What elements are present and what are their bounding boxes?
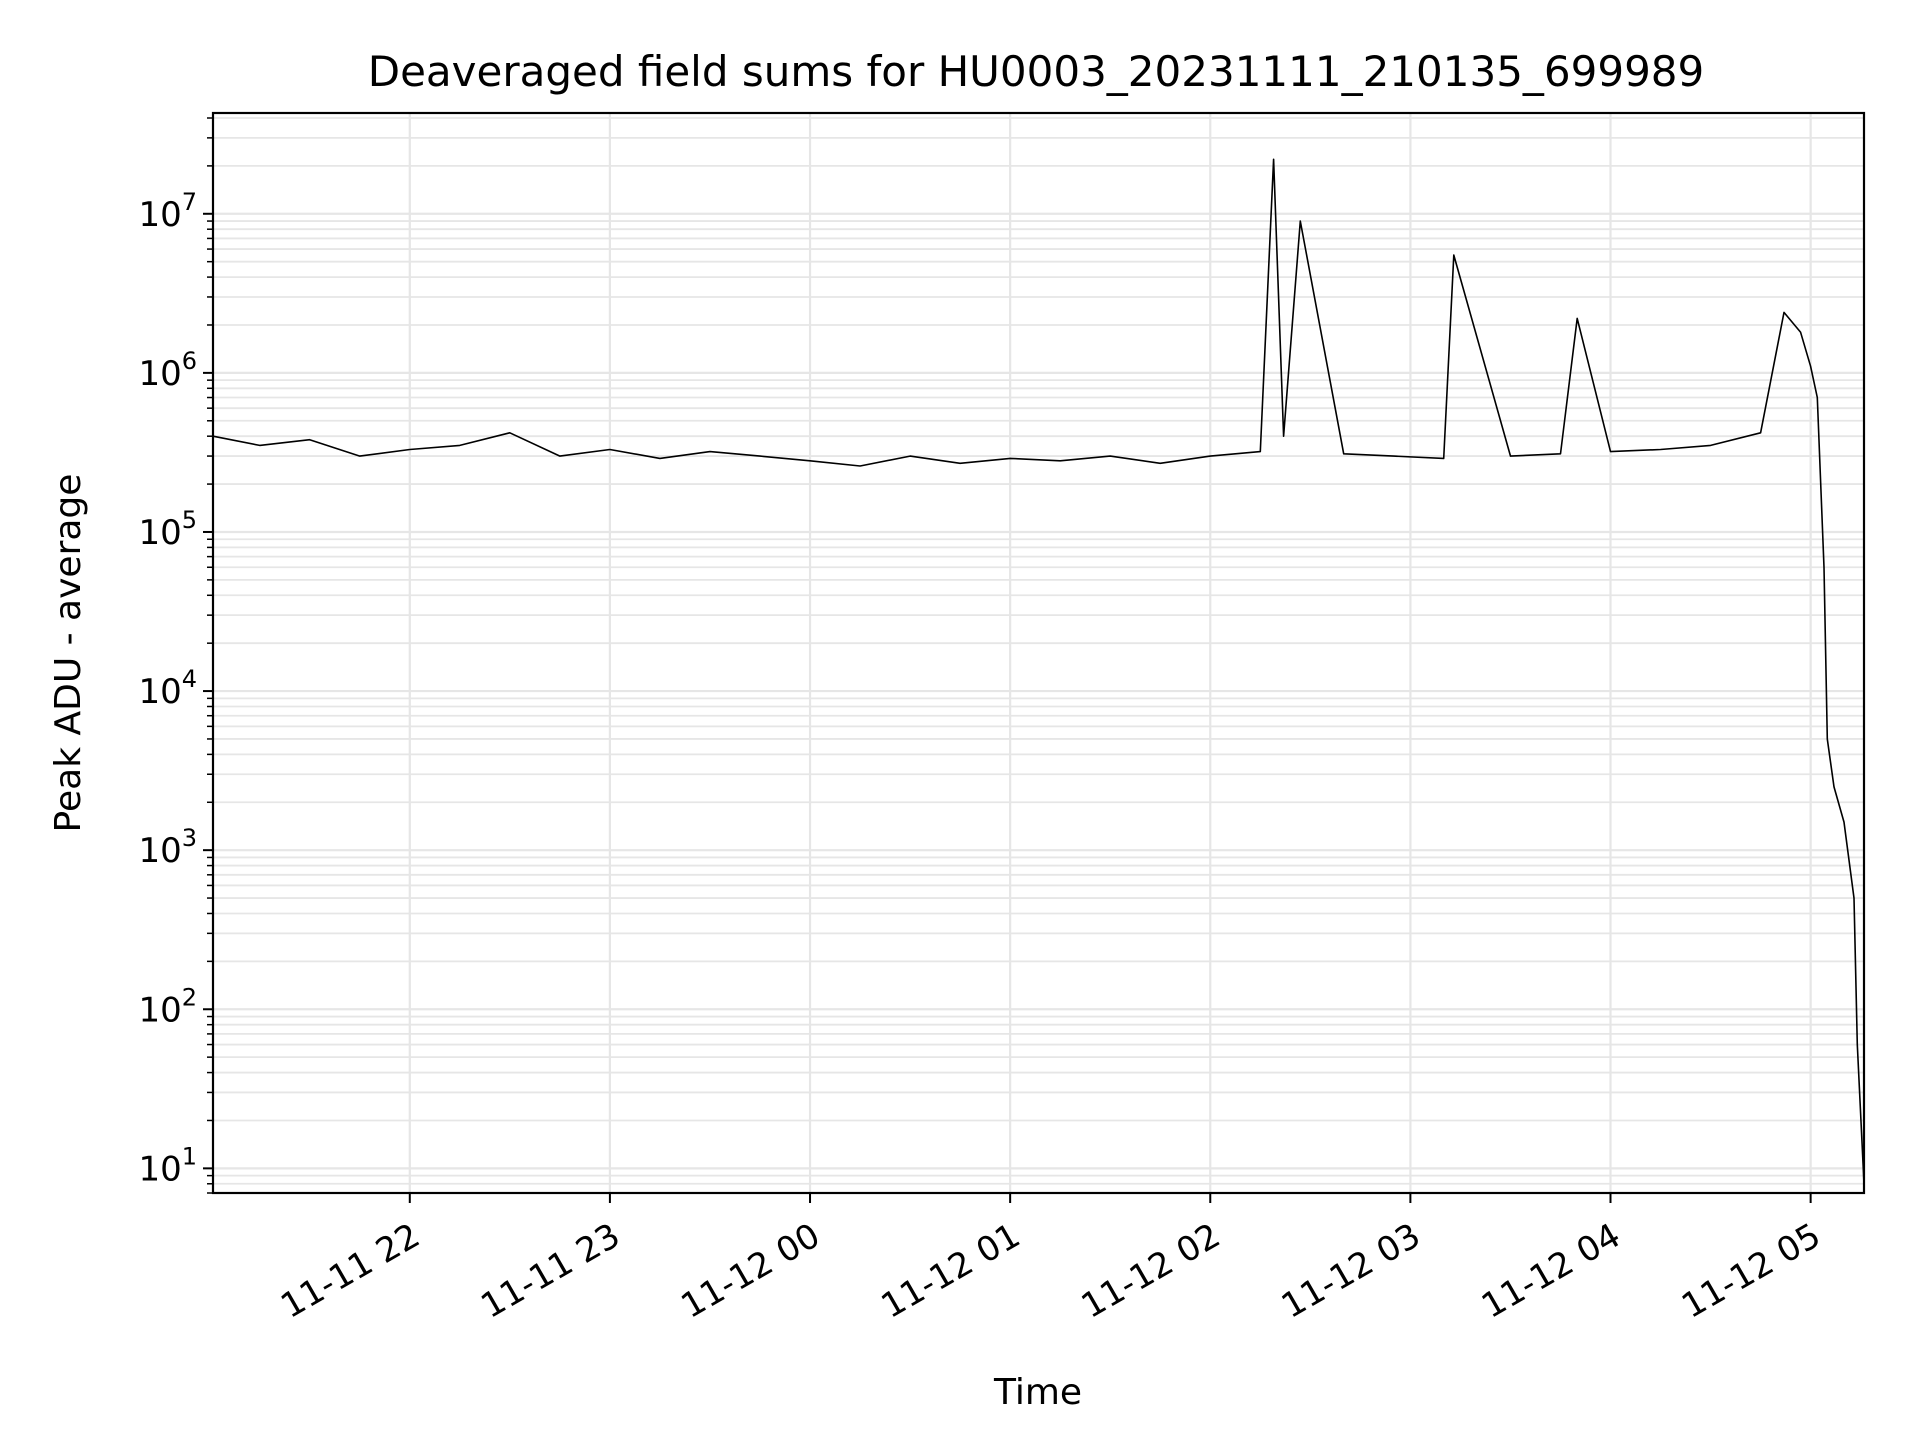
y-tick-label: 105 bbox=[138, 506, 197, 553]
y-tick-label: 104 bbox=[138, 665, 197, 712]
series-line bbox=[212, 158, 1865, 1184]
y-axis-label: Peak ADU - average bbox=[48, 474, 89, 833]
chart-title: Deaveraged field sums for HU0003_2023111… bbox=[368, 47, 1705, 96]
y-tick-label: 107 bbox=[138, 188, 197, 235]
x-tick-label: 11-11 22 bbox=[274, 1216, 426, 1327]
x-axis-label: Time bbox=[993, 1372, 1082, 1413]
y-axis: 101 102 103 104 105 106 107 bbox=[138, 117, 213, 1194]
y-tick-label: 106 bbox=[138, 347, 197, 394]
x-tick-label: 11-12 00 bbox=[675, 1216, 827, 1327]
y-tick-label: 103 bbox=[138, 824, 197, 871]
plot-frame bbox=[211, 111, 1866, 1195]
x-axis: 11-11 22 11-11 23 11-12 00 11-12 01 11-12 02… bbox=[274, 1193, 1828, 1327]
x-tick-label: 11-12 02 bbox=[1075, 1216, 1227, 1327]
x-tick-label: 11-12 05 bbox=[1675, 1216, 1827, 1327]
x-tick-label: 11-12 03 bbox=[1275, 1216, 1427, 1327]
plot-area bbox=[212, 158, 1865, 1184]
y-tick-label: 101 bbox=[138, 1142, 197, 1189]
x-tick-label: 11-11 23 bbox=[474, 1216, 626, 1327]
y-tick-label: 102 bbox=[138, 983, 197, 1030]
x-tick-label: 11-12 04 bbox=[1475, 1216, 1627, 1327]
x-tick-label: 11-12 01 bbox=[875, 1216, 1027, 1327]
grid bbox=[213, 113, 1864, 1194]
